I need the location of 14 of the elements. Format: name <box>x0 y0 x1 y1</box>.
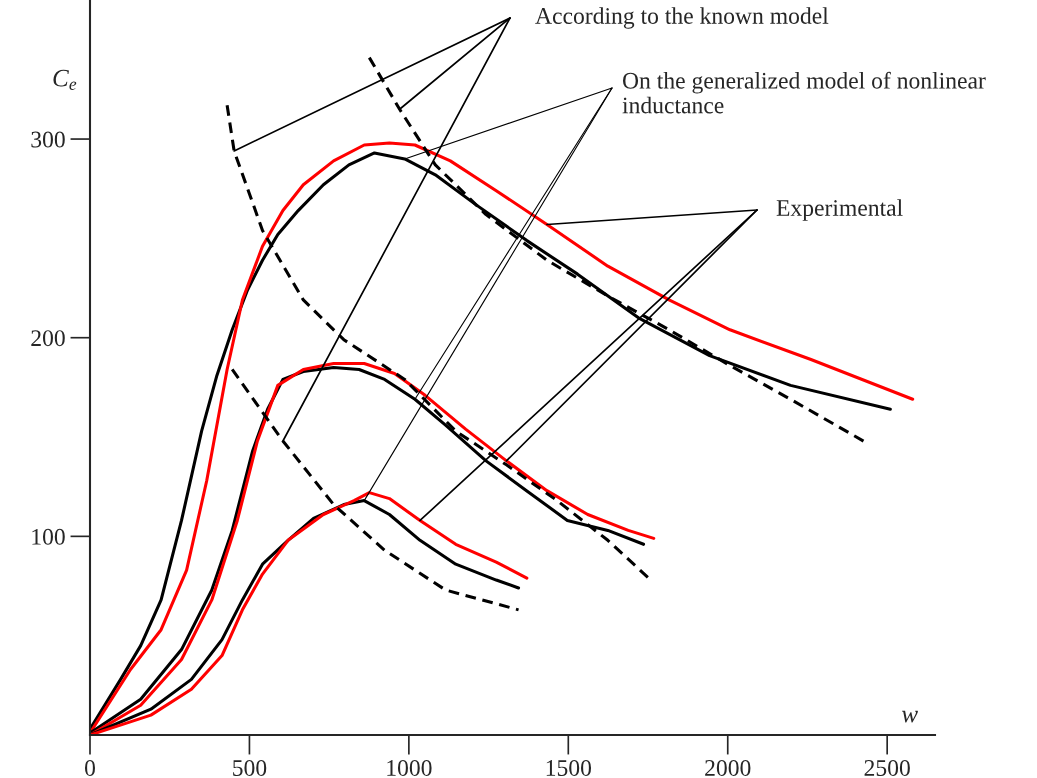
y-tick-label: 300 <box>31 131 65 148</box>
y-axis-title: C$_{e}$ <box>53 69 77 90</box>
x-tick-label: 2000 <box>705 759 751 776</box>
x-tick-label: 2500 <box>864 759 910 776</box>
x-tick-label: 1000 <box>387 759 432 776</box>
y-tick-label: 200 <box>31 330 65 347</box>
x-tick-label: 1500 <box>546 759 592 776</box>
annotation: According to the known model <box>535 7 829 29</box>
annotation: Experimental <box>776 199 903 221</box>
x-tick-label: 500 <box>233 759 267 776</box>
y-tick-label: 100 <box>32 528 65 545</box>
x-tick-label: 0 <box>85 759 95 776</box>
x-axis-title: w <box>902 710 918 723</box>
annotation: On the generalized model of nonlinear inductance <box>622 71 986 114</box>
